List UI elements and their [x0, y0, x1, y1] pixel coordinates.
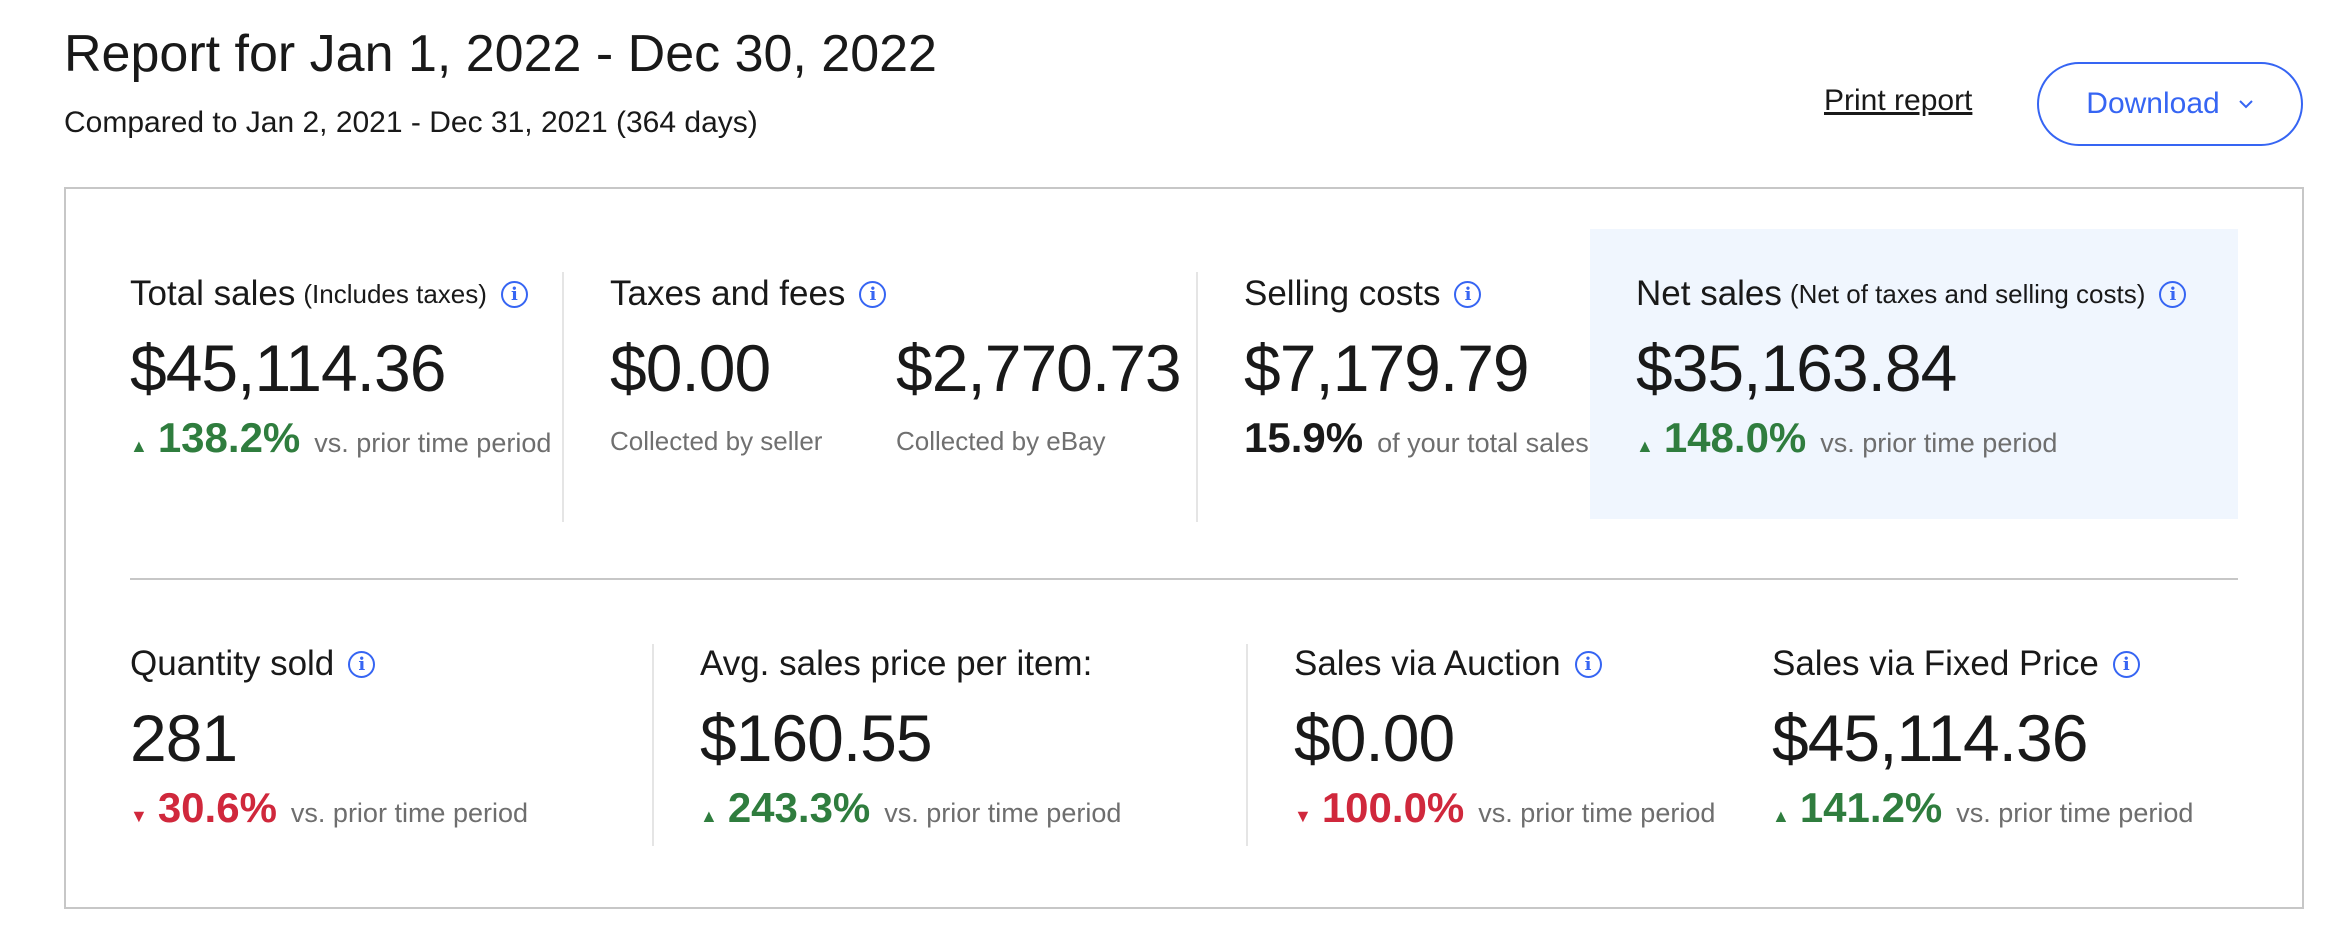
fixed-price-sales-change: ▲ 141.2% vs. prior time period [1772, 784, 2193, 832]
taxes-ebay-value: $2,770.73 [896, 331, 1182, 405]
quantity-sold-change: ▼ 30.6% vs. prior time period [130, 784, 528, 832]
taxes-fees-label: Taxes and fees i [610, 274, 887, 314]
download-button-label: Download [2086, 87, 2220, 120]
vs-prior-text: vs. prior time period [1478, 798, 1716, 828]
total-sales-change: ▲ 138.2% vs. prior time period [130, 414, 551, 462]
taxes-ebay-caption: Collected by eBay [896, 426, 1106, 456]
net-sales-title: Net sales [1636, 274, 1782, 313]
total-sales-note: (Includes taxes) [303, 278, 487, 309]
net-sales-highlight [1590, 229, 2238, 519]
selling-costs-share-pct: 15.9% [1244, 414, 1364, 461]
divider [1246, 644, 1248, 846]
selling-costs-share-caption: of your total sales [1377, 428, 1589, 458]
selling-costs-label: Selling costs i [1244, 274, 1482, 314]
divider [1196, 272, 1198, 522]
vs-prior-text: vs. prior time period [290, 798, 529, 828]
net-sales-change: ▲ 148.0% vs. prior time period [1636, 414, 2057, 462]
fixed-price-sales-value: $45,114.36 [1772, 701, 2088, 775]
quantity-sold-value: 281 [130, 701, 238, 775]
net-sales-value: $35,163.84 [1636, 331, 1957, 405]
info-icon[interactable]: i [348, 650, 376, 678]
triangle-up-icon: ▲ [1636, 436, 1654, 456]
triangle-down-icon: ▼ [130, 806, 148, 826]
print-report-link[interactable]: Print report [1824, 84, 1973, 117]
triangle-up-icon: ▲ [1772, 806, 1790, 826]
vs-prior-text: vs. prior time period [884, 798, 1122, 828]
info-icon[interactable]: i [1454, 280, 1482, 308]
section-divider [130, 578, 2238, 580]
taxes-seller-value: $0.00 [610, 331, 771, 405]
net-sales-note: (Net of taxes and selling costs) [1789, 278, 2146, 309]
net-sales-change-pct: 148.0% [1663, 414, 1807, 461]
vs-prior-text: vs. prior time period [1956, 798, 2194, 828]
fixed-price-sales-label: Sales via Fixed Price i [1772, 644, 2140, 684]
comparison-period: Compared to Jan 2, 2021 - Dec 31, 2021 (… [64, 106, 758, 139]
divider [652, 644, 654, 846]
net-sales-label: Net sales (Net of taxes and selling cost… [1636, 274, 2187, 314]
fixed-price-sales-title: Sales via Fixed Price [1772, 644, 2099, 683]
avg-price-value: $160.55 [700, 701, 933, 775]
selling-costs-title: Selling costs [1244, 274, 1441, 313]
info-icon[interactable]: i [2159, 280, 2187, 308]
quantity-sold-change-pct: 30.6% [157, 784, 277, 831]
quantity-sold-label: Quantity sold i [130, 644, 376, 684]
auction-sales-value: $0.00 [1294, 701, 1455, 775]
metrics-card [64, 187, 2304, 909]
avg-price-change: ▲ 243.3% vs. prior time period [700, 784, 1121, 832]
page-title: Report for Jan 1, 2022 - Dec 30, 2022 [64, 25, 937, 83]
total-sales-label: Total sales (Includes taxes) i [130, 274, 528, 314]
info-icon[interactable]: i [1574, 650, 1602, 678]
avg-price-change-pct: 243.3% [727, 784, 871, 831]
avg-price-label: Avg. sales price per item: [700, 644, 1092, 684]
info-icon[interactable]: i [859, 280, 887, 308]
selling-costs-share: 15.9% of your total sales [1244, 414, 1589, 462]
auction-sales-title: Sales via Auction [1294, 644, 1561, 683]
vs-prior-text: vs. prior time period [1820, 428, 2058, 458]
total-sales-title: Total sales [130, 274, 296, 313]
auction-sales-change: ▼ 100.0% vs. prior time period [1294, 784, 1715, 832]
selling-costs-value: $7,179.79 [1244, 331, 1530, 405]
download-button[interactable]: Download [2037, 62, 2303, 146]
vs-prior-text: vs. prior time period [314, 428, 552, 458]
taxes-fees-title: Taxes and fees [610, 274, 846, 313]
quantity-sold-title: Quantity sold [130, 644, 335, 683]
auction-sales-label: Sales via Auction i [1294, 644, 1602, 684]
divider [562, 272, 564, 522]
chevron-down-icon [2238, 100, 2253, 109]
triangle-down-icon: ▼ [1294, 806, 1312, 826]
info-icon[interactable]: i [500, 280, 528, 308]
triangle-up-icon: ▲ [130, 436, 148, 456]
info-icon[interactable]: i [2112, 650, 2140, 678]
taxes-seller-caption: Collected by seller [610, 426, 823, 456]
total-sales-value: $45,114.36 [130, 331, 446, 405]
fixed-price-sales-change-pct: 141.2% [1799, 784, 1943, 831]
auction-sales-change-pct: 100.0% [1321, 784, 1465, 831]
triangle-up-icon: ▲ [700, 806, 718, 826]
avg-price-title: Avg. sales price per item: [700, 644, 1093, 683]
total-sales-change-pct: 138.2% [157, 414, 301, 461]
